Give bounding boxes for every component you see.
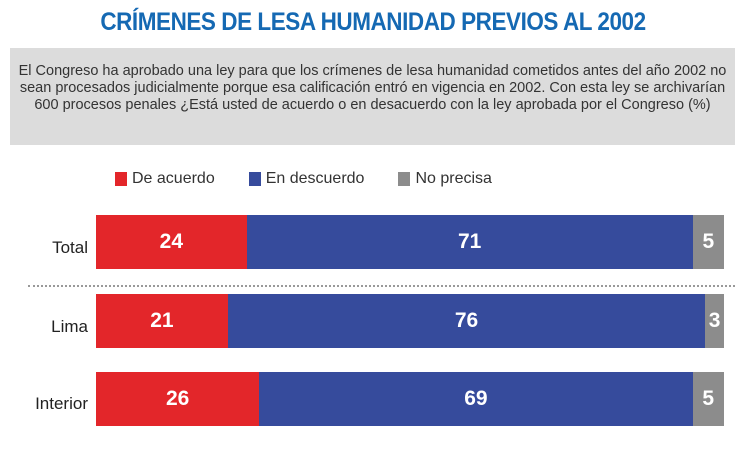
bar-segment-no-precisa: 3 — [705, 294, 724, 348]
data-label: 26 — [165, 387, 190, 410]
category-label-total: Total — [52, 238, 88, 257]
bar-segment-de-acuerdo: 21 — [96, 294, 228, 348]
category-label-lima: Lima — [51, 317, 88, 336]
legend-label: En descuerdo — [265, 170, 365, 187]
divider — [28, 285, 735, 287]
legend-label: De acuerdo — [132, 170, 215, 187]
legend: De acuerdo En descuerdo No precisa — [115, 170, 526, 188]
question-description: El Congreso ha aprobado una ley para que… — [10, 48, 735, 145]
bar-segment-de-acuerdo: 26 — [96, 372, 260, 426]
bar-interior: 26 69 5 — [96, 372, 724, 426]
data-label: 5 — [702, 230, 715, 253]
bar-total: 24 71 5 — [96, 215, 724, 269]
legend-item-en-descuerdo: En descuerdo — [248, 170, 365, 188]
bar-segment-de-acuerdo: 24 — [96, 215, 247, 269]
legend-swatch — [115, 172, 127, 186]
legend-item-de-acuerdo: De acuerdo — [115, 170, 215, 188]
bar-lima: 21 76 3 — [96, 294, 724, 348]
legend-item-no-precisa: No precisa — [398, 170, 492, 188]
data-label: 24 — [159, 230, 184, 253]
bar-segment-en-descuerdo: 69 — [259, 372, 693, 426]
chart-title: CRÍMENES DE LESA HUMANIDAD PREVIOS AL 20… — [100, 8, 646, 36]
bar-segment-no-precisa: 5 — [692, 372, 724, 426]
category-label-interior: Interior — [35, 394, 88, 413]
bar-segment-en-descuerdo: 76 — [227, 294, 706, 348]
legend-swatch — [248, 172, 261, 186]
legend-label: No precisa — [415, 170, 492, 187]
data-label: 3 — [708, 309, 721, 332]
legend-swatch — [398, 172, 411, 186]
bar-segment-no-precisa: 5 — [692, 215, 724, 269]
data-label: 5 — [702, 387, 715, 410]
data-label: 21 — [150, 309, 174, 332]
bar-segment-en-descuerdo: 71 — [246, 215, 693, 269]
data-label: 71 — [457, 230, 482, 253]
data-label: 76 — [454, 309, 479, 332]
data-label: 69 — [464, 387, 488, 410]
